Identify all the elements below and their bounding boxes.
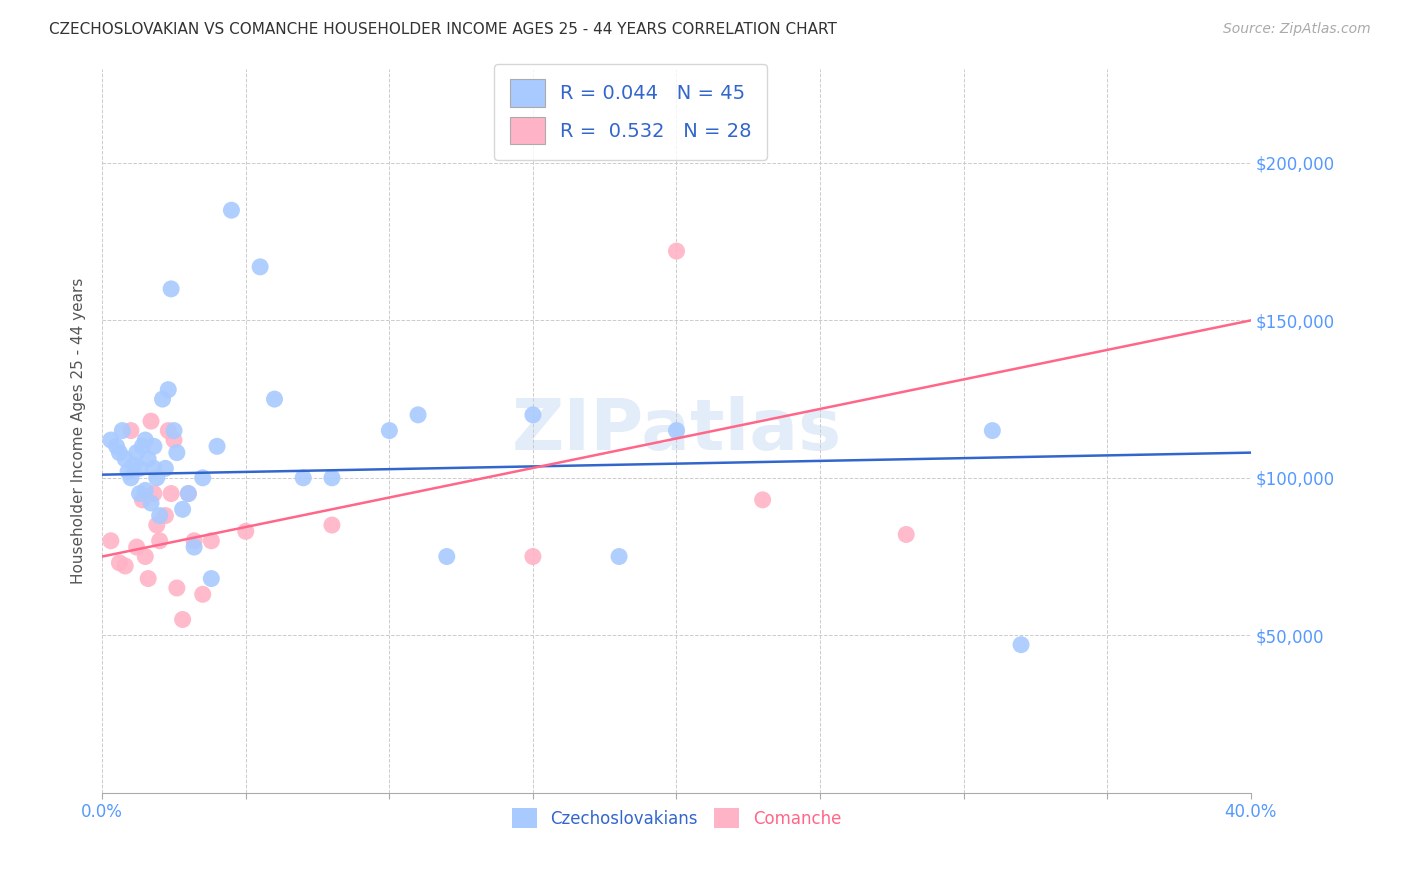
Point [120,424,142,438]
Y-axis label: Householder Income Ages 25 - 44 years: Householder Income Ages 25 - 44 years [72,277,86,583]
Point [108,556,131,570]
Point [200,533,222,548]
Point [981,424,1004,438]
Point [105,439,128,453]
Point [139,414,162,428]
Point [172,612,194,626]
Text: ZIPatlas: ZIPatlas [512,396,842,465]
Point [183,540,205,554]
Point [160,282,183,296]
Point [125,540,148,554]
Text: CZECHOSLOVAKIAN VS COMANCHE HOUSEHOLDER INCOME AGES 25 - 44 YEARS CORRELATION CH: CZECHOSLOVAKIAN VS COMANCHE HOUSEHOLDER … [49,22,837,37]
Point [128,461,150,475]
Point [142,461,165,475]
Point [136,572,159,586]
Point [142,439,165,453]
Point [152,392,174,406]
Point [145,518,167,533]
Point [100,533,122,548]
Point [665,424,688,438]
Point [163,433,186,447]
Point [172,502,194,516]
Point [263,392,285,406]
Point [149,508,172,523]
Point [134,433,156,447]
Point [166,581,188,595]
Point [522,549,544,564]
Point [221,203,243,218]
Point [406,408,429,422]
Point [114,558,136,573]
Point [134,549,156,564]
Point [177,486,200,500]
Point [665,244,688,259]
Point [292,471,315,485]
Point [191,471,214,485]
Point [117,465,139,479]
Point [1010,638,1032,652]
Point [122,458,145,473]
Point [163,424,186,438]
Point [134,483,156,498]
Point [155,461,177,475]
Point [108,445,131,459]
Point [125,445,148,459]
Point [149,533,172,548]
Point [145,471,167,485]
Point [120,471,142,485]
Point [321,518,343,533]
Point [136,451,159,466]
Point [321,471,343,485]
Point [131,439,153,453]
Point [436,549,458,564]
Point [155,508,177,523]
Point [183,533,205,548]
Legend: Czechoslovakians, Comanche: Czechoslovakians, Comanche [505,801,848,835]
Point [191,587,214,601]
Point [157,383,180,397]
Point [235,524,257,539]
Point [128,486,150,500]
Point [177,486,200,500]
Point [249,260,271,274]
Point [157,424,180,438]
Point [114,451,136,466]
Point [607,549,630,564]
Point [142,486,165,500]
Point [139,496,162,510]
Point [200,572,222,586]
Point [160,486,183,500]
Point [166,445,188,459]
Point [378,424,401,438]
Point [111,424,134,438]
Point [205,439,228,453]
Point [522,408,544,422]
Point [131,492,153,507]
Point [100,433,122,447]
Text: Source: ZipAtlas.com: Source: ZipAtlas.com [1223,22,1371,37]
Point [896,527,918,541]
Point [751,492,773,507]
